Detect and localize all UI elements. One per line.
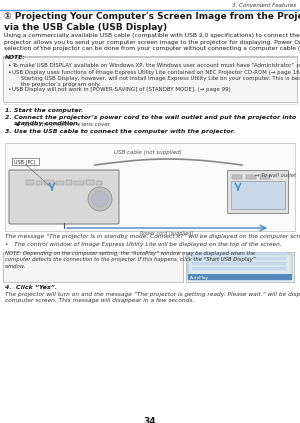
FancyBboxPatch shape: [231, 181, 285, 209]
Text: USB (PC): USB (PC): [14, 160, 36, 165]
FancyBboxPatch shape: [9, 170, 119, 224]
Text: •   The control window of Image Express Utility Lite will be displayed on the to: • The control window of Image Express Ut…: [5, 242, 282, 247]
FancyBboxPatch shape: [188, 274, 292, 280]
Text: •: •: [7, 87, 10, 92]
Text: NOTE:: NOTE:: [5, 55, 26, 60]
Bar: [74, 181, 84, 185]
Text: 34: 34: [144, 417, 156, 423]
Bar: [192, 267, 286, 270]
Text: → To wall outlet: → To wall outlet: [255, 173, 296, 178]
Text: •: •: [7, 63, 10, 68]
Text: 4.  Click “Yes”.: 4. Click “Yes”.: [5, 285, 57, 290]
Text: 3. Convenient Features: 3. Convenient Features: [232, 3, 296, 8]
Text: USB Display uses functions of Image Express Utility Lite contained on NEC Projec: USB Display uses functions of Image Expr…: [12, 69, 300, 87]
Text: 3.: 3.: [5, 129, 16, 134]
Text: USB Display will not work in [POWER-SAVING] of [STANDBY MODE]. (→ page 99): USB Display will not work in [POWER-SAVI…: [12, 87, 231, 92]
Bar: [192, 257, 286, 260]
Bar: [66, 180, 72, 185]
Text: Use the USB cable to connect the computer with the projector.: Use the USB cable to connect the compute…: [14, 129, 235, 134]
FancyBboxPatch shape: [3, 252, 183, 282]
Bar: [26, 180, 34, 185]
Text: The projector will turn on and the message “The projector is getting ready. Plea: The projector will turn on and the messa…: [5, 292, 300, 303]
Text: NOTE: Depending on the computer setting, the “AutoPlay” window may be displayed : NOTE: Depending on the computer setting,…: [5, 251, 256, 269]
Text: 2.: 2.: [5, 115, 16, 120]
Bar: [260, 175, 270, 179]
Text: Using a commercially available USB cable (compatible with USB 2.0 specifications: Using a commercially available USB cable…: [4, 33, 300, 51]
Bar: [56, 181, 64, 185]
Bar: [192, 262, 286, 265]
Text: Start the computer.: Start the computer.: [14, 108, 83, 113]
FancyBboxPatch shape: [3, 56, 297, 102]
Text: Connect the projector’s power cord to the wall outlet and put the projector into: Connect the projector’s power cord to th…: [14, 115, 296, 126]
Text: •: •: [7, 69, 10, 74]
Bar: [232, 175, 242, 179]
Text: ① Projecting Your Computer's Screen Image from the Projector
via the USB Cable (: ① Projecting Your Computer's Screen Imag…: [4, 12, 300, 33]
FancyBboxPatch shape: [11, 157, 38, 165]
Circle shape: [92, 191, 108, 207]
Bar: [86, 180, 94, 185]
Text: ▪  Open the projector’s lens cover.: ▪ Open the projector’s lens cover.: [16, 122, 111, 127]
FancyBboxPatch shape: [186, 252, 294, 282]
Bar: [192, 252, 286, 255]
Text: 1.: 1.: [5, 108, 16, 113]
FancyBboxPatch shape: [5, 143, 295, 231]
Text: To make USB DISPLAY available on Windows XP, the Windows user account must have : To make USB DISPLAY available on Windows…: [12, 63, 300, 68]
Bar: [96, 181, 102, 185]
Bar: [246, 175, 256, 179]
Text: Power cord (supplied): Power cord (supplied): [140, 231, 194, 236]
FancyBboxPatch shape: [227, 170, 289, 214]
Text: USB cable (not supplied): USB cable (not supplied): [114, 150, 182, 155]
Text: The message “The projector is in standby mode. Connect it?” will be displayed on: The message “The projector is in standby…: [5, 234, 300, 239]
Bar: [36, 181, 42, 185]
FancyBboxPatch shape: [188, 254, 292, 280]
Text: AutoPlay: AutoPlay: [190, 276, 209, 280]
Circle shape: [88, 187, 112, 211]
Bar: [44, 180, 54, 185]
